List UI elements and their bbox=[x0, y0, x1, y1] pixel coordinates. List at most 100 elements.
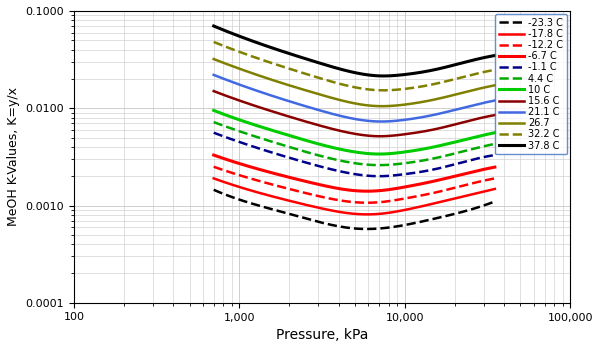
15.6 C bbox=[379, 134, 386, 138]
-23.3 C bbox=[364, 227, 371, 231]
26.7 bbox=[448, 94, 455, 98]
X-axis label: Pressure, kPa: Pressure, kPa bbox=[276, 328, 368, 342]
32.2 C bbox=[379, 88, 386, 92]
-12.2 C bbox=[211, 165, 218, 169]
10 C bbox=[466, 136, 473, 141]
32.2 C bbox=[448, 78, 455, 82]
-6.7 C bbox=[211, 153, 218, 157]
32.2 C bbox=[211, 40, 218, 44]
Line: -23.3 C: -23.3 C bbox=[214, 190, 495, 229]
4.4 C bbox=[448, 152, 455, 156]
-12.2 C bbox=[383, 199, 391, 203]
-6.7 C bbox=[491, 165, 499, 169]
15.6 C bbox=[377, 134, 384, 138]
Legend: -23.3 C, -17.8 C, -12.2 C, -6.7 C, -1.1 C, 4.4 C, 10 C, 15.6 C, 21.1 C, 26.7, 32: -23.3 C, -17.8 C, -12.2 C, -6.7 C, -1.1 … bbox=[496, 14, 568, 155]
-23.3 C bbox=[211, 188, 218, 192]
-6.7 C bbox=[379, 188, 386, 193]
-6.7 C bbox=[377, 188, 385, 193]
-6.7 C bbox=[448, 175, 455, 179]
-6.7 C bbox=[364, 189, 371, 193]
26.7 bbox=[466, 89, 473, 93]
37.8 C bbox=[380, 74, 388, 78]
Line: -17.8 C: -17.8 C bbox=[214, 178, 495, 214]
-1.1 C bbox=[377, 174, 385, 178]
21.1 C bbox=[448, 109, 455, 113]
26.7 bbox=[491, 83, 499, 87]
21.1 C bbox=[377, 119, 384, 124]
Line: 37.8 C: 37.8 C bbox=[214, 26, 495, 76]
32.2 C bbox=[383, 88, 391, 92]
26.7 bbox=[379, 104, 386, 108]
10 C bbox=[377, 152, 385, 156]
Line: 4.4 C: 4.4 C bbox=[214, 122, 495, 165]
-23.3 C bbox=[466, 208, 473, 212]
-1.1 C bbox=[211, 131, 218, 135]
-23.3 C bbox=[491, 199, 499, 203]
26.7 bbox=[210, 57, 217, 61]
-6.7 C bbox=[210, 153, 217, 157]
21.1 C bbox=[211, 73, 218, 77]
15.6 C bbox=[491, 113, 499, 117]
Y-axis label: MeOH K-Values, K=y/x: MeOH K-Values, K=y/x bbox=[7, 87, 20, 227]
-6.7 C bbox=[383, 188, 391, 192]
Line: -1.1 C: -1.1 C bbox=[214, 133, 495, 176]
4.4 C bbox=[376, 163, 383, 167]
-12.2 C bbox=[377, 200, 385, 204]
21.1 C bbox=[491, 98, 499, 103]
-12.2 C bbox=[379, 200, 386, 204]
37.8 C bbox=[466, 59, 473, 63]
21.1 C bbox=[379, 119, 386, 124]
21.1 C bbox=[377, 119, 385, 124]
37.8 C bbox=[491, 53, 499, 58]
15.6 C bbox=[377, 134, 385, 138]
-17.8 C bbox=[491, 187, 499, 191]
10 C bbox=[383, 152, 391, 156]
21.1 C bbox=[383, 119, 391, 124]
10 C bbox=[379, 152, 386, 156]
10 C bbox=[210, 108, 217, 112]
32.2 C bbox=[491, 68, 499, 72]
15.6 C bbox=[466, 119, 473, 123]
-1.1 C bbox=[448, 163, 455, 167]
37.8 C bbox=[383, 74, 391, 78]
4.4 C bbox=[379, 163, 386, 167]
-1.1 C bbox=[379, 174, 386, 178]
26.7 bbox=[377, 104, 384, 108]
Line: 21.1 C: 21.1 C bbox=[214, 75, 495, 121]
21.1 C bbox=[210, 73, 217, 77]
-17.8 C bbox=[448, 197, 455, 201]
-23.3 C bbox=[379, 226, 386, 230]
-1.1 C bbox=[376, 174, 383, 178]
15.6 C bbox=[210, 89, 217, 93]
4.4 C bbox=[383, 163, 391, 167]
26.7 bbox=[383, 104, 391, 108]
-17.8 C bbox=[466, 193, 473, 197]
-1.1 C bbox=[210, 131, 217, 135]
Line: 10 C: 10 C bbox=[214, 110, 495, 154]
-17.8 C bbox=[210, 176, 217, 180]
4.4 C bbox=[377, 163, 385, 167]
32.2 C bbox=[377, 88, 385, 92]
-23.3 C bbox=[448, 213, 455, 217]
Line: 32.2 C: 32.2 C bbox=[214, 42, 495, 90]
-1.1 C bbox=[491, 153, 499, 157]
15.6 C bbox=[383, 134, 391, 138]
-23.3 C bbox=[377, 226, 385, 230]
Line: -12.2 C: -12.2 C bbox=[214, 167, 495, 203]
15.6 C bbox=[448, 123, 455, 127]
37.8 C bbox=[448, 64, 455, 68]
Line: -6.7 C: -6.7 C bbox=[214, 155, 495, 191]
21.1 C bbox=[466, 104, 473, 108]
15.6 C bbox=[211, 89, 218, 94]
Line: 26.7: 26.7 bbox=[214, 59, 495, 106]
10 C bbox=[211, 109, 218, 113]
-12.2 C bbox=[448, 186, 455, 191]
-17.8 C bbox=[383, 211, 391, 215]
37.8 C bbox=[377, 74, 384, 78]
10 C bbox=[376, 152, 383, 156]
32.2 C bbox=[210, 40, 217, 44]
26.7 bbox=[211, 57, 218, 61]
26.7 bbox=[377, 104, 385, 108]
-12.2 C bbox=[364, 201, 371, 205]
4.4 C bbox=[211, 120, 218, 125]
